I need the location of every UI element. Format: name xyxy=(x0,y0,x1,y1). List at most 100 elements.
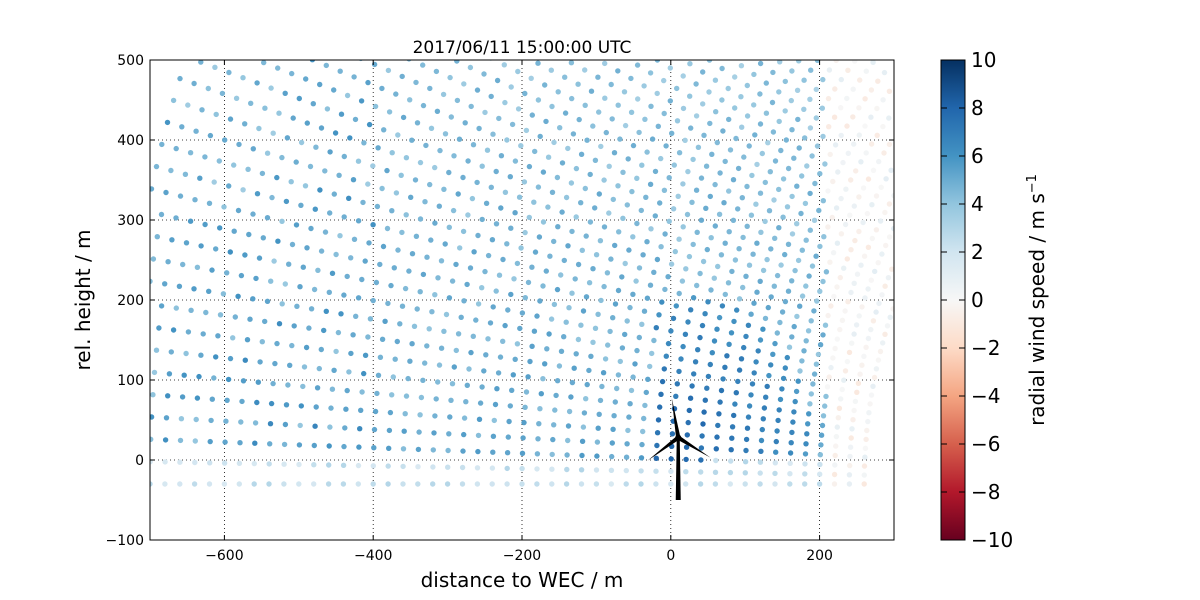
scan-point xyxy=(746,403,753,409)
scan-point xyxy=(565,437,571,444)
scan-point xyxy=(221,481,228,487)
scan-point xyxy=(312,206,318,212)
scan-point xyxy=(802,135,808,141)
scan-point xyxy=(451,153,457,159)
scan-point xyxy=(861,353,867,359)
scan-point xyxy=(527,358,533,365)
scan-point xyxy=(738,356,745,362)
scan-point xyxy=(862,295,868,301)
scan-point xyxy=(202,221,208,228)
scan-point xyxy=(215,333,221,339)
scan-point xyxy=(578,481,585,487)
scan-point xyxy=(608,256,614,262)
scan-point xyxy=(158,303,165,309)
scan-point xyxy=(780,214,786,220)
scan-point xyxy=(427,181,433,188)
scan-point xyxy=(420,62,426,68)
scan-point xyxy=(549,466,555,472)
scan-point xyxy=(685,319,691,325)
scan-point xyxy=(422,199,428,205)
scan-point xyxy=(805,328,812,334)
scan-point xyxy=(730,177,737,183)
scan-point xyxy=(877,348,884,355)
scan-point xyxy=(734,307,740,313)
scan-point xyxy=(718,252,725,258)
scan-point xyxy=(457,245,463,251)
scan-point xyxy=(431,430,437,436)
scan-point xyxy=(617,358,623,365)
scan-point xyxy=(694,282,700,289)
scan-point xyxy=(433,396,439,402)
scan-point xyxy=(438,345,445,351)
scan-point xyxy=(475,448,481,455)
scan-point xyxy=(828,303,834,309)
scan-point xyxy=(414,120,421,126)
scan-point xyxy=(514,260,521,267)
scan-point xyxy=(764,383,770,390)
scan-point xyxy=(858,262,864,268)
colorbar-tick-label: −4 xyxy=(971,384,1000,408)
scan-point xyxy=(432,292,438,298)
scan-point xyxy=(638,481,644,487)
scan-point xyxy=(780,176,787,182)
scan-point xyxy=(518,245,524,251)
scan-point xyxy=(763,80,769,86)
scan-point xyxy=(542,361,548,367)
scan-point xyxy=(825,188,831,194)
scan-point xyxy=(832,452,838,459)
scan-point xyxy=(732,74,738,80)
scan-point xyxy=(784,204,791,210)
scan-point xyxy=(617,136,623,142)
turbine-blade xyxy=(647,435,680,461)
scan-point xyxy=(260,235,266,241)
scan-point xyxy=(844,123,850,129)
scan-point xyxy=(287,362,293,368)
x-tick-label: 200 xyxy=(806,548,833,564)
scan-point xyxy=(400,446,407,452)
scan-point xyxy=(880,97,886,103)
scan-point xyxy=(866,410,872,416)
scan-point xyxy=(596,411,602,417)
scan-point xyxy=(569,228,575,235)
scan-point xyxy=(446,224,452,230)
scan-point xyxy=(355,158,362,164)
scan-point xyxy=(811,308,817,314)
scan-point xyxy=(289,70,295,77)
scan-point xyxy=(449,381,456,387)
scan-point xyxy=(834,424,840,430)
scan-point xyxy=(744,113,751,119)
scan-point xyxy=(432,220,438,226)
scan-point xyxy=(316,365,322,372)
scan-point xyxy=(820,278,826,285)
scan-point xyxy=(752,132,758,138)
scan-point xyxy=(518,143,524,149)
scan-point xyxy=(615,102,621,108)
scan-point xyxy=(709,151,715,157)
scan-point xyxy=(459,464,466,471)
scan-point xyxy=(782,78,788,85)
scan-point xyxy=(153,163,160,170)
scan-point xyxy=(582,102,588,109)
scan-point xyxy=(706,89,712,95)
scan-point xyxy=(695,144,702,150)
scan-point xyxy=(751,370,757,376)
scan-point xyxy=(702,397,708,403)
scan-point xyxy=(358,98,365,104)
scan-point xyxy=(409,251,416,257)
scan-point xyxy=(565,145,571,152)
scan-point xyxy=(808,67,814,73)
scan-point xyxy=(788,440,794,446)
scan-point xyxy=(331,367,337,373)
scan-point xyxy=(490,449,496,455)
scan-point xyxy=(406,60,412,62)
scan-point xyxy=(162,481,168,487)
scan-point xyxy=(775,417,781,424)
scan-point xyxy=(839,317,846,323)
y-tick-label: 400 xyxy=(117,133,144,149)
scan-point xyxy=(254,80,260,86)
scan-point xyxy=(270,380,276,387)
colorbar-tick-label: −2 xyxy=(971,336,1000,360)
scan-point xyxy=(726,341,732,347)
scan-point xyxy=(807,401,813,407)
scan-point xyxy=(816,481,823,487)
